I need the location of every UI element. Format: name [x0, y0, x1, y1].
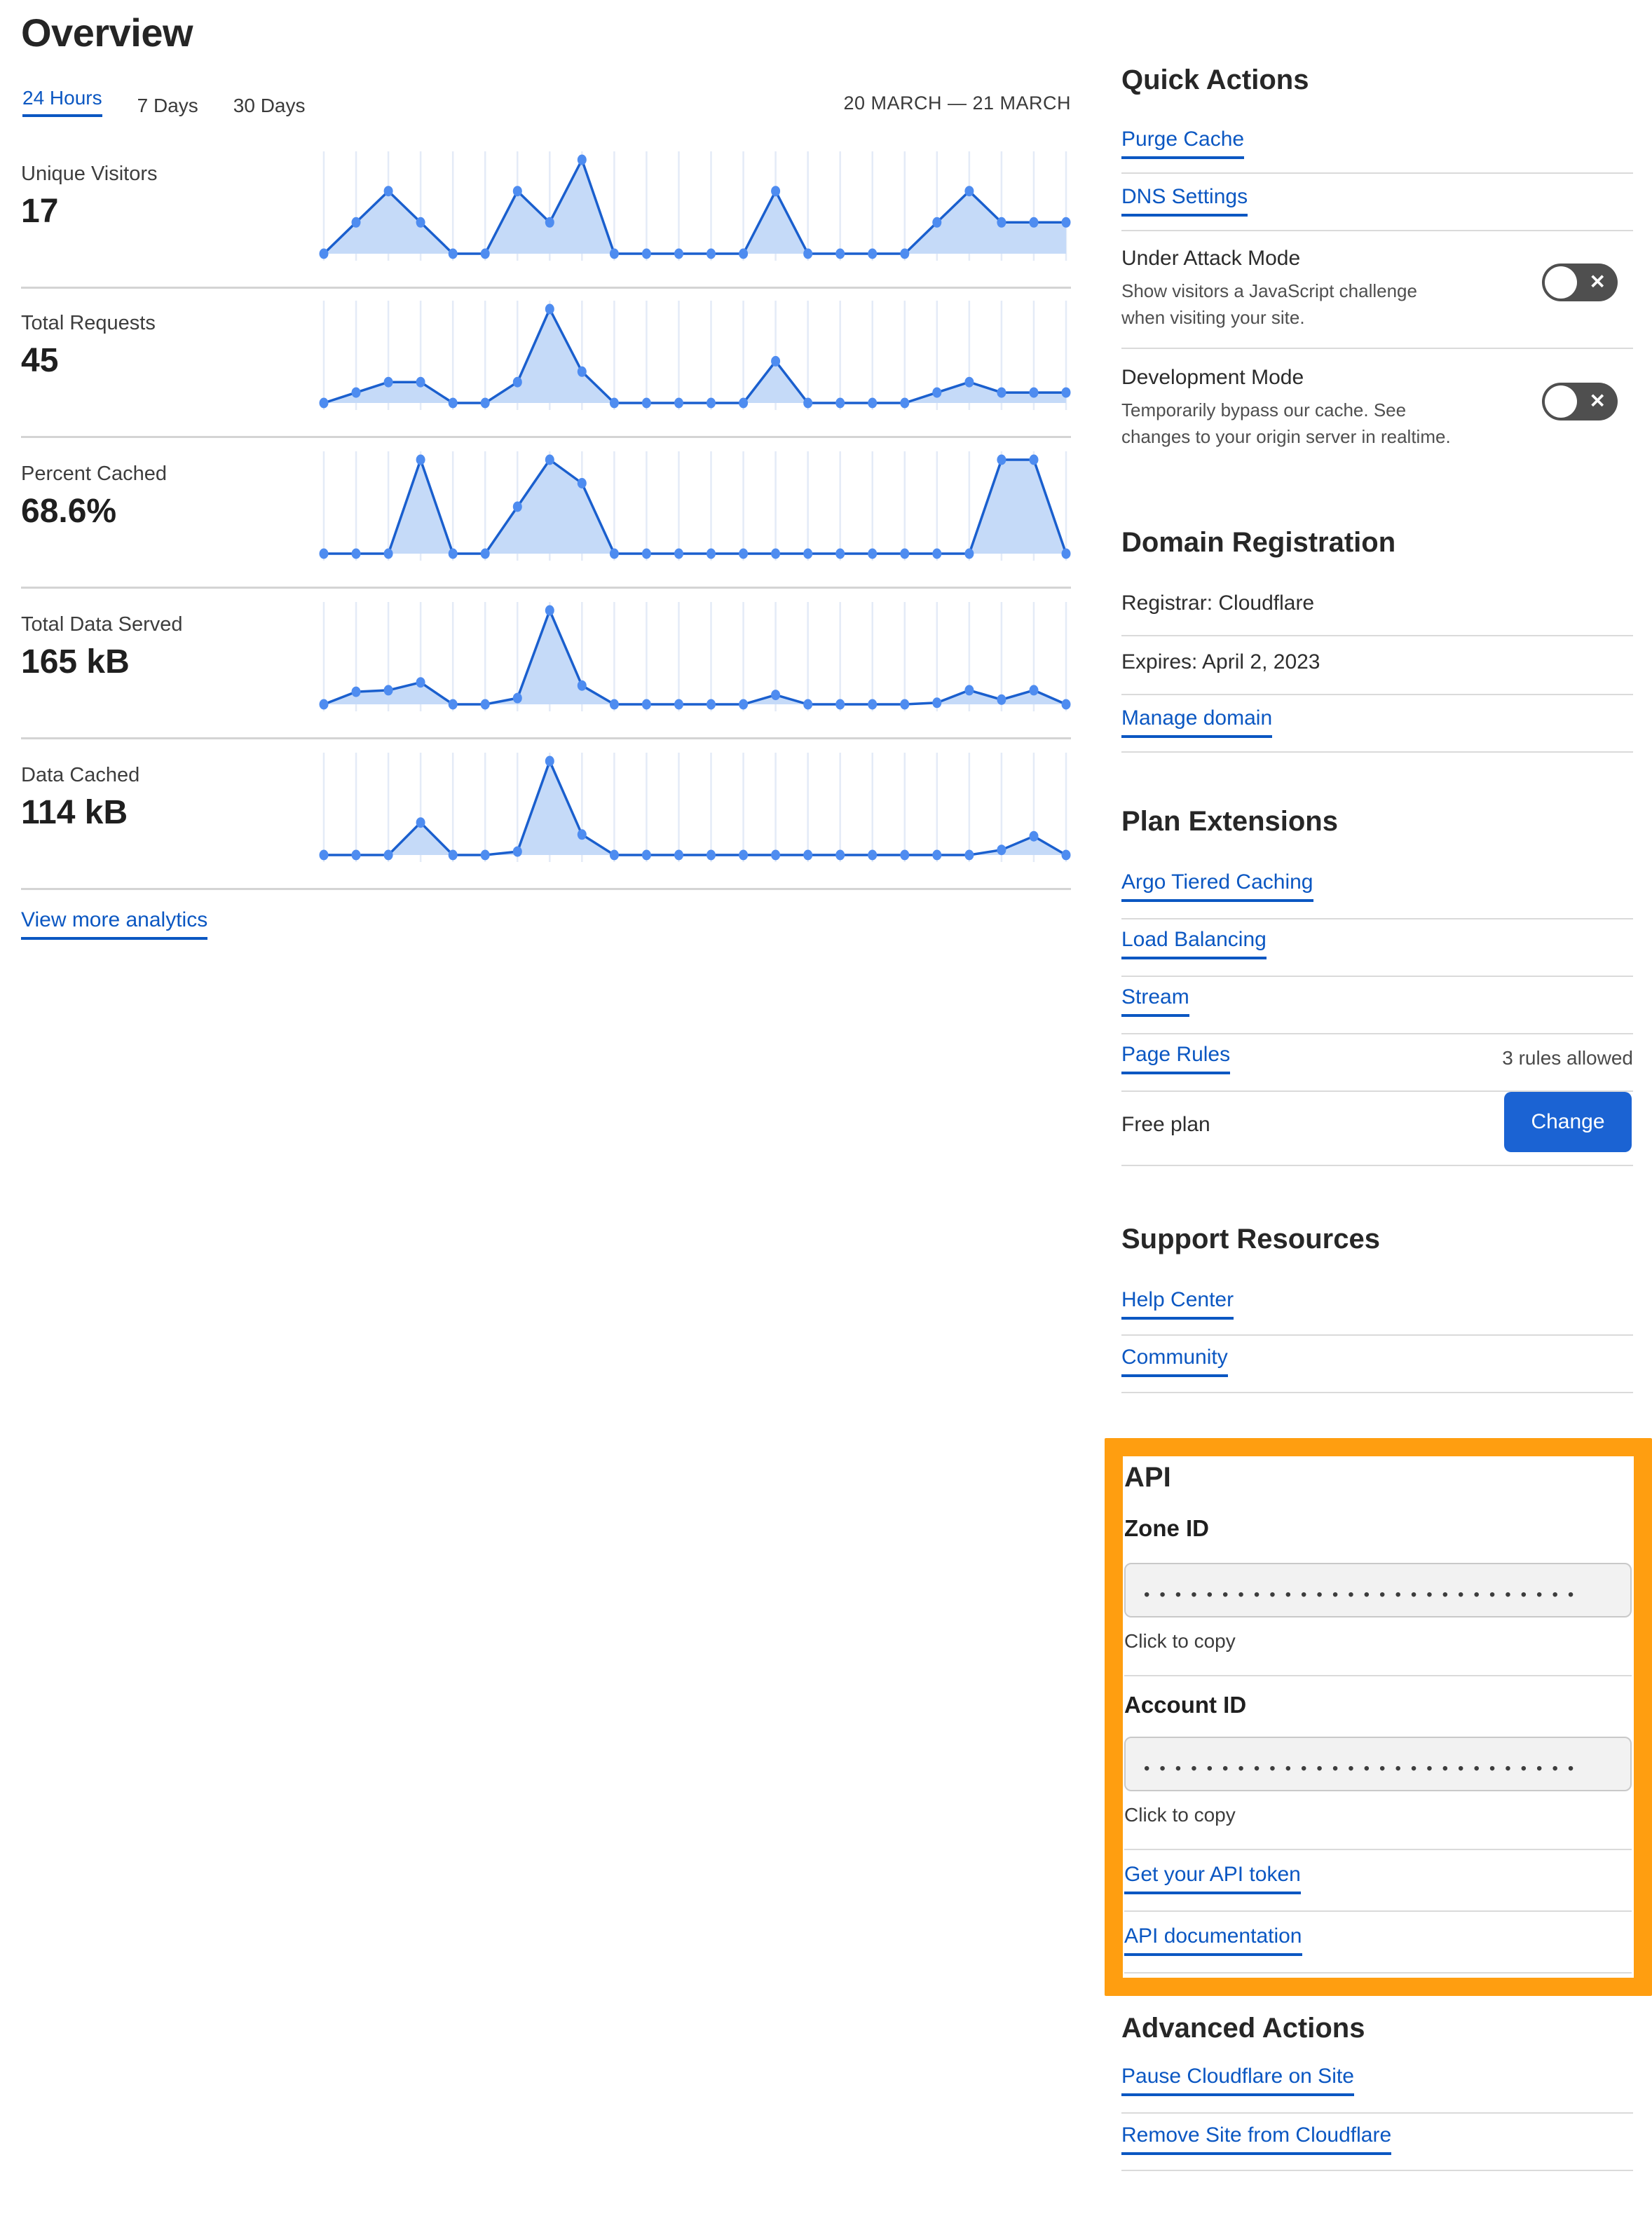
page-rules-link[interactable]: Page Rules	[1121, 1043, 1231, 1074]
pause-cloudflare-link[interactable]: Pause Cloudflare on Site	[1121, 2065, 1354, 2096]
development-mode-description: Temporarily bypass our cache. See change…	[1121, 399, 1451, 447]
sparkline-unique-visitors	[319, 147, 1071, 268]
community-link[interactable]: Community	[1121, 1346, 1228, 1377]
page-rules-allowance: 3 rules allowed	[1502, 1047, 1633, 1069]
metric-value: 45	[21, 342, 59, 379]
divider	[21, 587, 1071, 589]
sparkline-svg	[319, 451, 1071, 561]
divider	[1121, 1334, 1633, 1336]
dns-settings-link[interactable]: DNS Settings	[1121, 185, 1248, 217]
change-plan-button[interactable]: Change	[1504, 1092, 1632, 1152]
sparkline-percent-cached	[319, 447, 1071, 568]
registrar-text: Registrar: Cloudflare	[1121, 591, 1315, 615]
divider	[1121, 1033, 1633, 1034]
zone-id-field[interactable]: ••••••••••••••••••••••••••••	[1124, 1563, 1632, 1617]
divider	[21, 287, 1071, 289]
divider	[1121, 172, 1633, 174]
quick-actions-heading: Quick Actions	[1121, 64, 1309, 95]
account-id-label: Account ID	[1124, 1692, 1247, 1718]
view-more-analytics-link[interactable]: View more analytics	[21, 908, 208, 940]
zone-id-copy-hint: Click to copy	[1124, 1630, 1236, 1652]
toggle-knob	[1545, 385, 1577, 418]
remove-site-link[interactable]: Remove Site from Cloudflare	[1121, 2123, 1392, 2155]
tab-30-days[interactable]: 30 Days	[233, 95, 306, 116]
manage-domain-link[interactable]: Manage domain	[1121, 706, 1273, 738]
development-mode-label: Development Mode	[1121, 366, 1304, 389]
account-id-copy-hint: Click to copy	[1124, 1804, 1236, 1826]
purge-cache-link[interactable]: Purge Cache	[1121, 128, 1245, 159]
metric-label: Total Requests	[21, 312, 156, 334]
help-center-link[interactable]: Help Center	[1121, 1288, 1234, 1320]
divider	[1121, 348, 1633, 349]
api-section-highlight-box	[1105, 1438, 1652, 1996]
support-resources-heading: Support Resources	[1121, 1224, 1380, 1254]
divider	[21, 436, 1071, 438]
sparkline-svg	[319, 301, 1071, 410]
metric-value: 114 kB	[21, 794, 128, 831]
metric-label: Total Data Served	[21, 613, 183, 636]
sparkline-svg	[319, 753, 1071, 862]
sparkline-svg	[319, 151, 1071, 261]
zone-id-masked-value: ••••••••••••••••••••••••••••	[1144, 1585, 1584, 1604]
divider	[21, 737, 1071, 739]
time-range-tabs: 24 Hours 7 Days 30 Days	[22, 87, 306, 117]
api-documentation-link[interactable]: API documentation	[1124, 1924, 1302, 1956]
divider	[1121, 230, 1633, 231]
divider	[1121, 1165, 1633, 1166]
toggle-off-x-icon: ✕	[1589, 271, 1606, 293]
get-api-token-link[interactable]: Get your API token	[1124, 1863, 1301, 1894]
account-id-field[interactable]: ••••••••••••••••••••••••••••	[1124, 1737, 1632, 1791]
under-attack-mode-label: Under Attack Mode	[1121, 247, 1301, 270]
divider	[1121, 976, 1633, 977]
expires-text: Expires: April 2, 2023	[1121, 650, 1320, 673]
divider	[1121, 751, 1633, 753]
divider	[1121, 2112, 1633, 2114]
zone-id-label: Zone ID	[1124, 1515, 1209, 1541]
divider	[21, 888, 1071, 890]
divider	[1124, 1849, 1632, 1850]
tab-7-days[interactable]: 7 Days	[137, 95, 198, 116]
development-mode-toggle[interactable]: ✕	[1542, 383, 1618, 420]
divider	[1121, 635, 1633, 636]
divider	[1124, 1675, 1632, 1676]
api-heading: API	[1124, 1462, 1171, 1493]
divider	[1121, 1392, 1633, 1393]
metric-value: 165 kB	[21, 643, 130, 680]
divider	[1121, 2170, 1633, 2171]
divider	[1124, 1972, 1632, 1974]
under-attack-mode-description: Show visitors a JavaScript challenge whe…	[1121, 280, 1417, 328]
advanced-actions-heading: Advanced Actions	[1121, 2013, 1365, 2044]
under-attack-mode-toggle[interactable]: ✕	[1542, 264, 1618, 301]
account-id-masked-value: ••••••••••••••••••••••••••••	[1144, 1759, 1584, 1778]
divider	[1121, 918, 1633, 919]
date-range: 20 MARCH — 21 MARCH	[843, 93, 1071, 114]
sparkline-data-cached	[319, 748, 1071, 869]
load-balancing-link[interactable]: Load Balancing	[1121, 928, 1267, 959]
argo-tiered-caching-link[interactable]: Argo Tiered Caching	[1121, 870, 1313, 902]
sparkline-svg	[319, 602, 1071, 711]
sparkline-total-data-served	[319, 598, 1071, 718]
metric-value: 68.6%	[21, 493, 117, 530]
metric-value: 17	[21, 193, 59, 230]
divider	[1121, 694, 1633, 695]
page-title: Overview	[21, 11, 193, 55]
stream-link[interactable]: Stream	[1121, 985, 1189, 1017]
metric-label: Percent Cached	[21, 463, 167, 485]
divider	[1124, 1910, 1632, 1912]
divider	[1121, 1090, 1633, 1092]
metric-label: Data Cached	[21, 764, 140, 786]
tab-24-hours[interactable]: 24 Hours	[22, 87, 102, 117]
toggle-knob	[1545, 266, 1577, 299]
metric-label: Unique Visitors	[21, 163, 158, 185]
toggle-off-x-icon: ✕	[1589, 390, 1606, 412]
plan-label: Free plan	[1121, 1113, 1210, 1136]
domain-registration-heading: Domain Registration	[1121, 527, 1396, 558]
plan-extensions-heading: Plan Extensions	[1121, 806, 1338, 837]
sparkline-total-requests	[319, 296, 1071, 417]
